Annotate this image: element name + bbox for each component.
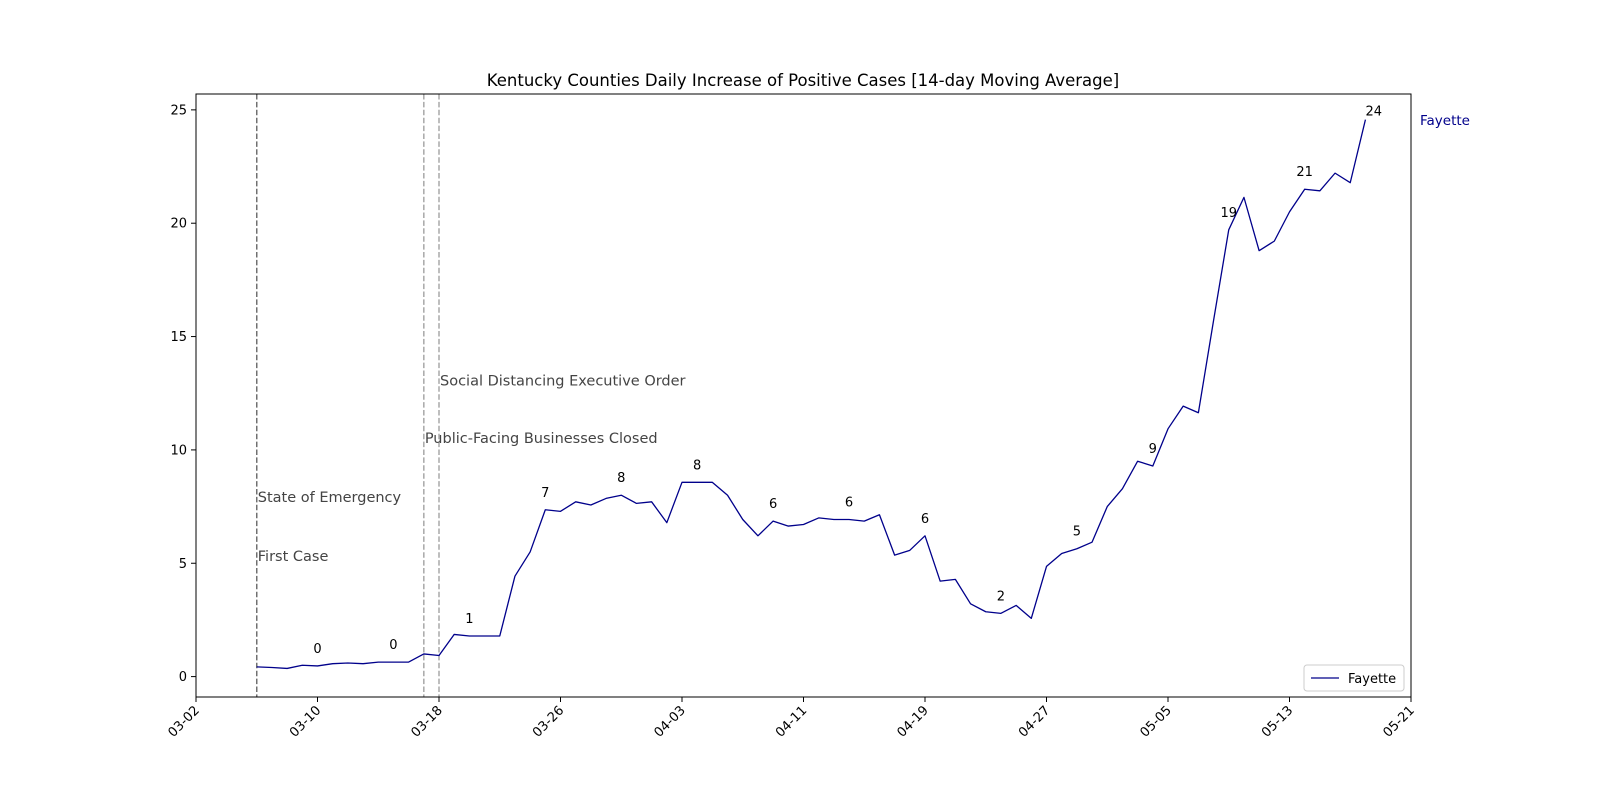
x-tick-label: 03-26: [530, 703, 567, 740]
value-label: 9: [1149, 442, 1157, 457]
x-tick-label: 03-10: [287, 703, 324, 740]
value-label: 5: [1073, 525, 1081, 540]
y-tick-label: 10: [170, 443, 187, 458]
plot-area-frame: [195, 93, 1412, 698]
chart-title: Kentucky Counties Daily Increase of Posi…: [487, 71, 1119, 90]
series-line-fayette: [256, 119, 1367, 670]
value-label: 0: [313, 642, 321, 657]
event-annotations: First Case State of Emergency Public-Facin…: [258, 373, 686, 565]
value-label: 0: [389, 638, 397, 653]
value-label: 1: [465, 612, 473, 627]
x-tick-label: 05-13: [1259, 703, 1296, 740]
legend-frame: [1303, 664, 1405, 692]
x-axis: 03-02 03-10 03-18 03-26 04-03 04-11 04-19 04-27…: [166, 697, 1418, 741]
x-tick-label: 05-05: [1138, 703, 1175, 740]
value-label: 24: [1365, 105, 1382, 120]
y-tick-label: 15: [170, 330, 187, 345]
event-label: Social Distancing Executive Order: [440, 373, 686, 389]
value-label: 7: [541, 486, 549, 501]
event-label: First Case: [258, 549, 329, 565]
value-label: 19: [1220, 206, 1237, 221]
value-label: 6: [769, 497, 777, 512]
x-tick-label: 04-19: [895, 703, 932, 740]
legend: Fayette: [1303, 664, 1405, 692]
x-tick-label: 05-21: [1381, 703, 1418, 740]
series-group: [256, 119, 1367, 670]
y-tick-label: 5: [179, 557, 187, 572]
legend-label-fayette: Fayette: [1348, 672, 1396, 687]
x-tick-label: 04-11: [773, 703, 810, 740]
value-label: 8: [617, 471, 625, 486]
value-label: 6: [845, 496, 853, 511]
y-axis: 0 5 10 15 20 25: [170, 103, 196, 685]
value-labels: 0 0 1 7 8 8 6 6 6 2 5 9 19 21 24: [313, 105, 1382, 657]
value-label: 8: [693, 458, 701, 473]
value-label: 2: [997, 589, 1005, 604]
y-tick-label: 0: [179, 670, 187, 685]
x-tick-label: 03-18: [409, 703, 446, 740]
value-label: 6: [921, 512, 929, 527]
value-label: 21: [1296, 165, 1313, 180]
x-tick-label: 03-02: [166, 703, 203, 740]
event-label: State of Emergency: [258, 490, 402, 506]
series-end-label: Fayette: [1420, 113, 1470, 129]
y-tick-label: 25: [170, 103, 187, 118]
x-tick-label: 04-27: [1016, 703, 1053, 740]
event-label: Public-Facing Businesses Closed: [425, 431, 658, 447]
y-tick-label: 20: [170, 217, 187, 232]
event-lines: [256, 94, 440, 697]
x-tick-label: 04-03: [652, 703, 689, 740]
